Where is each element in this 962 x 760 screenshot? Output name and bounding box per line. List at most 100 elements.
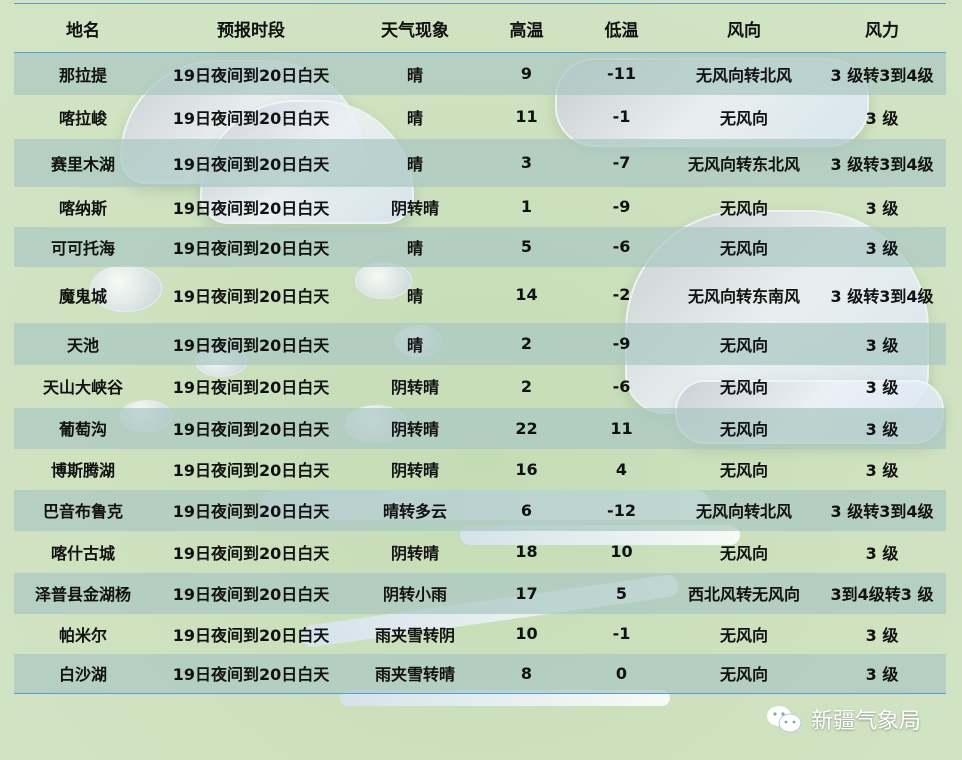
- table-row: 喀纳斯 19日夜间到20日白天 阴转晴 1 -9 无风向 3 级: [14, 187, 946, 227]
- cell-location: 赛里木湖: [14, 138, 152, 187]
- cell-period: 19日夜间到20日白天: [172, 198, 330, 218]
- header-wind-direction: 风向: [670, 3, 818, 53]
- cell-wind-direction: 无风向: [719, 625, 768, 645]
- cell-wind-direction: 无风向转北风: [670, 52, 818, 95]
- cell-wind-force: 3到4级转3 级: [818, 572, 946, 614]
- cell-wind-direction: 无风向: [719, 198, 768, 218]
- decorative-drop: [355, 262, 412, 299]
- cell-location: 巴音布鲁克: [14, 489, 152, 531]
- table-row: 赛里木湖 19日夜间到20日白天晴 3 -7 无风向转东北风 3 级转3到4级: [14, 138, 946, 187]
- cell-location: 白沙湖: [14, 653, 152, 694]
- table-row: 喀什古城 19日夜间到20日白天 阴转晴 18 10 无风向 3 级: [14, 531, 946, 573]
- cell-wind-direction: 无风向转北风: [670, 489, 818, 531]
- cell-low-temp: -9: [573, 322, 670, 365]
- cell-wind-direction: 无风向: [670, 407, 818, 449]
- table-row: 白沙湖 19日夜间到20日白天 雨夹雪转晴 8 0 无风向 3 级: [14, 653, 946, 694]
- cell-wind-force: 3 级: [818, 226, 946, 267]
- header-low: 低温: [573, 3, 670, 53]
- header-period: 预报时段: [152, 3, 350, 53]
- cell-period: 19日夜间到20日白天: [152, 407, 350, 449]
- cell-high-temp: 22: [480, 407, 573, 449]
- cell-location: 博斯腾湖: [50, 461, 115, 480]
- cell-low-temp: -6: [573, 226, 670, 267]
- cell-low-temp: -11: [573, 52, 670, 95]
- cell-period: 19日夜间到20日白天: [172, 543, 330, 563]
- cell-wind-force: 3 级: [865, 378, 899, 397]
- cell-period: 19日夜间到20日白天: [172, 286, 330, 306]
- table-row: 那拉提 19日夜间到20日白天晴 9 -11 无风向转北风 3 级转3到4级: [14, 52, 946, 95]
- cell-location: 可可托海: [14, 226, 152, 267]
- table-row: 天池 19日夜间到20日白天晴 2 -9 无风向 3 级: [14, 322, 946, 365]
- cell-location: 泽普县金湖杨: [14, 572, 152, 614]
- cell-period: 19日夜间到20日白天: [172, 461, 330, 480]
- cell-weather: 阴转晴: [390, 461, 439, 480]
- cell-location: 喀拉峻: [58, 108, 107, 128]
- cell-high-temp: 10: [515, 624, 538, 643]
- cell-wind-force: 3 级: [865, 108, 899, 128]
- cell-low-temp: -6: [612, 376, 631, 396]
- cell-wind-direction: 无风向: [719, 461, 768, 480]
- cell-wind-force: 3 级: [865, 198, 899, 218]
- table-row: 巴音布鲁克 19日夜间到20日白天 晴转多云 6 -12 无风向转北风 3 级转3到4级: [14, 489, 946, 531]
- cell-low-temp: -2: [612, 285, 631, 304]
- cell-wind-force: 3 级: [818, 322, 946, 365]
- cell-low-temp: -7: [573, 138, 670, 187]
- cell-low-temp: -9: [612, 197, 631, 216]
- cell-low-temp: -1: [612, 107, 631, 126]
- cell-wind-force: 3 级: [818, 407, 946, 449]
- cell-weather: 阴转晴: [390, 378, 439, 397]
- cell-location: 魔鬼城: [58, 286, 107, 306]
- cell-high-temp: 16: [515, 459, 538, 479]
- table-row: 帕米尔 19日夜间到20日白天 雨夹雪转阴 10 -1 无风向 3 级: [14, 614, 946, 654]
- cell-wind-force: 3 级: [865, 461, 899, 480]
- forecast-table: 地名 预报时段 天气现象 高温 低温 风向 风力 那拉提 19日夜间到20日白天晴…: [14, 3, 946, 694]
- cell-period: 19日夜间到20日白天: [172, 378, 330, 397]
- cell-weather: 雨夹雪转晴: [350, 653, 480, 694]
- table-row: 泽普县金湖杨 19日夜间到20日白天 阴转小雨 17 5 西北风转无风向 3到4级转3 级: [14, 572, 946, 614]
- cell-wind-direction: 无风向: [670, 226, 818, 267]
- cell-low-temp: 11: [573, 407, 670, 449]
- cell-low-temp: 10: [610, 542, 633, 561]
- cell-weather: 阴转小雨: [350, 572, 480, 614]
- cell-high-temp: 1: [520, 197, 533, 216]
- cell-high-temp: 17: [480, 572, 573, 614]
- cell-location: 那拉提: [14, 52, 152, 95]
- cell-weather: 晴: [350, 226, 480, 267]
- cell-location: 天山大峡谷: [42, 378, 123, 397]
- cell-wind-direction: 无风向: [719, 378, 768, 397]
- cell-wind-direction: 无风向转东北风: [670, 138, 818, 187]
- cell-weather: 阴转晴: [390, 198, 439, 218]
- cell-period: 19日夜间到20日白天: [152, 489, 350, 531]
- header-high: 高温: [480, 3, 573, 53]
- cell-high-temp: 8: [480, 653, 573, 694]
- brand-name: 新疆气象局: [811, 709, 922, 734]
- cell-period: 19日夜间到20日白天: [172, 108, 330, 128]
- table-row: 魔鬼城 19日夜间到20日白天 晴 14 -2 无风向转东南风 3 级转3到4级: [14, 267, 946, 323]
- table-header: 地名 预报时段 天气现象 高温 低温 风向 风力: [14, 3, 946, 53]
- cell-period: 19日夜间到20日白天: [172, 625, 330, 645]
- table-row: 喀拉峻 19日夜间到20日白天 晴 11 -1 无风向 3 级: [14, 95, 946, 139]
- cell-high-temp: 9: [480, 52, 573, 95]
- cell-wind-direction: 无风向转东南风: [687, 286, 800, 306]
- cell-wind-force: 3 级转3到4级: [818, 52, 946, 95]
- cell-period: 19日夜间到20日白天: [152, 572, 350, 614]
- cell-weather: 晴: [406, 286, 423, 306]
- cell-wind-force: 3 级: [818, 653, 946, 694]
- cell-period: 19日夜间到20日白天: [152, 52, 350, 95]
- cell-high-temp: 3: [480, 138, 573, 187]
- cell-wind-direction: 无风向: [670, 322, 818, 365]
- header-weather: 天气现象: [350, 3, 480, 53]
- cell-high-temp: 2: [520, 376, 533, 396]
- cell-low-temp: -12: [573, 489, 670, 531]
- table-row: 可可托海 19日夜间到20日白天晴 5 -6 无风向 3 级: [14, 226, 946, 267]
- cell-weather: 阴转晴: [390, 543, 439, 563]
- cell-wind-force: 3 级转3到4级: [830, 286, 934, 306]
- cell-wind-force: 3 级转3到4级: [818, 138, 946, 187]
- decorative-streak: [340, 690, 670, 706]
- cell-weather: 晴: [350, 138, 480, 187]
- header-location: 地名: [14, 3, 152, 53]
- cell-wind-force: 3 级转3到4级: [818, 489, 946, 531]
- cell-weather: 晴转多云: [350, 489, 480, 531]
- cell-period: 19日夜间到20日白天: [152, 138, 350, 187]
- cell-location: 天池: [14, 322, 152, 365]
